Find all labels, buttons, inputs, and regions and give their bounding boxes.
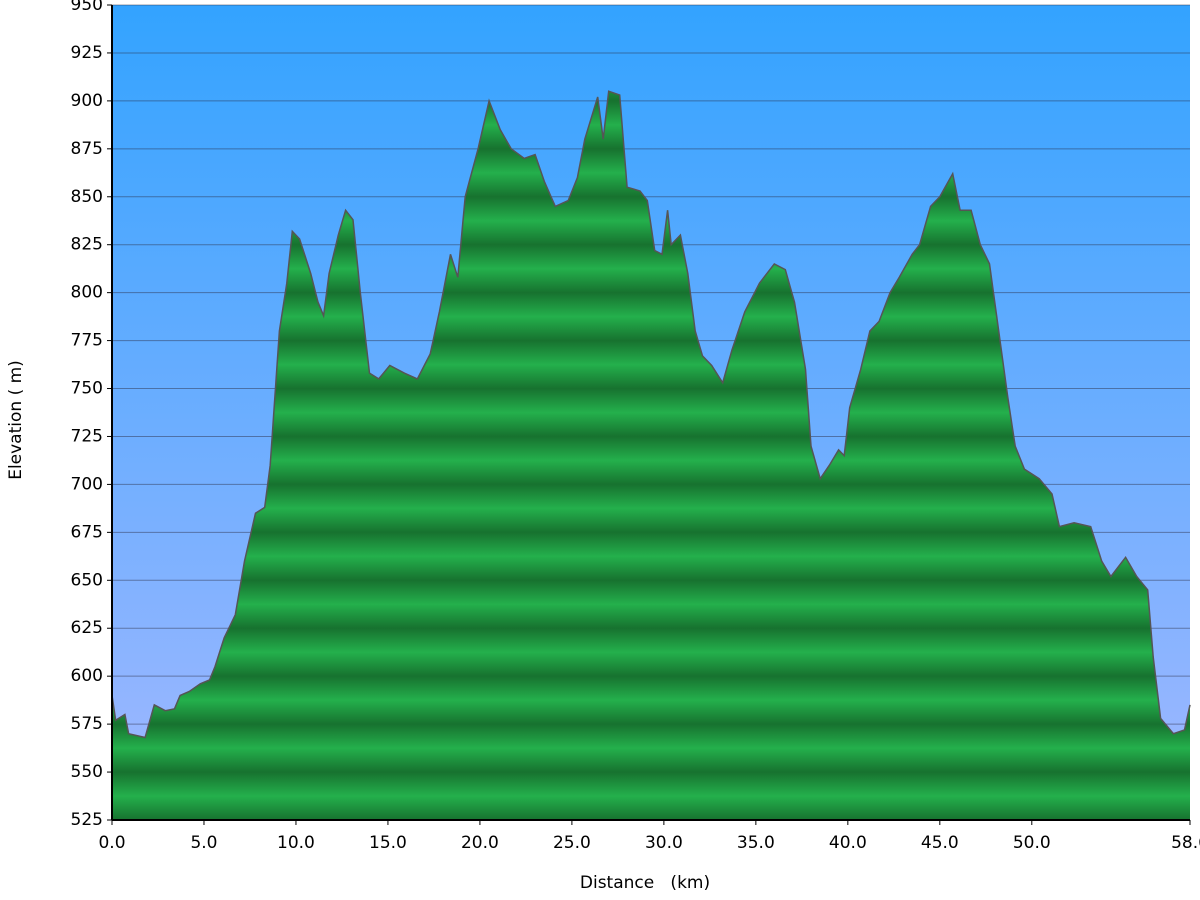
x-tick-label: 20.0 bbox=[461, 833, 499, 853]
x-tick-label: 35.0 bbox=[737, 833, 775, 853]
y-tick-label: 575 bbox=[71, 714, 103, 734]
elevation-line bbox=[111, 90, 1191, 739]
y-tick-label: 875 bbox=[71, 139, 103, 159]
y-tick-label: 600 bbox=[71, 666, 103, 686]
x-tick-label: 5.0 bbox=[190, 833, 217, 853]
x-tick-label: 10.0 bbox=[277, 833, 315, 853]
x-tick-label: 30.0 bbox=[645, 833, 683, 853]
x-tick-label: 0.0 bbox=[98, 833, 125, 853]
y-tick-label: 800 bbox=[71, 283, 103, 303]
x-tick-label: 15.0 bbox=[369, 833, 407, 853]
x-tick-label: 58.6 bbox=[1171, 833, 1200, 853]
y-tick-label: 650 bbox=[71, 570, 103, 590]
x-tick-label: 45.0 bbox=[921, 833, 959, 853]
x-axis-title: Distance (km) bbox=[580, 873, 710, 893]
y-tick-label: 750 bbox=[71, 379, 103, 399]
y-tick-label: 775 bbox=[71, 331, 103, 351]
y-axis-title: Elevation ( m) bbox=[6, 360, 26, 480]
elevation-area bbox=[112, 91, 1190, 821]
y-tick-label: 825 bbox=[71, 235, 103, 255]
y-tick-label: 950 bbox=[71, 0, 103, 15]
y-tick-label: 700 bbox=[71, 474, 103, 494]
x-tick-label: 50.0 bbox=[1013, 833, 1051, 853]
y-tick-label: 625 bbox=[71, 618, 103, 638]
y-tick-label: 550 bbox=[71, 762, 103, 782]
y-tick-label: 850 bbox=[71, 187, 103, 207]
x-tick-label: 40.0 bbox=[829, 833, 867, 853]
y-tick-label: 925 bbox=[71, 43, 103, 63]
y-tick-label: 725 bbox=[71, 426, 103, 446]
x-tick-label: 25.0 bbox=[553, 833, 591, 853]
y-tick-label: 525 bbox=[71, 810, 103, 830]
y-tick-label: 675 bbox=[71, 522, 103, 542]
y-tick-label: 900 bbox=[71, 91, 103, 111]
